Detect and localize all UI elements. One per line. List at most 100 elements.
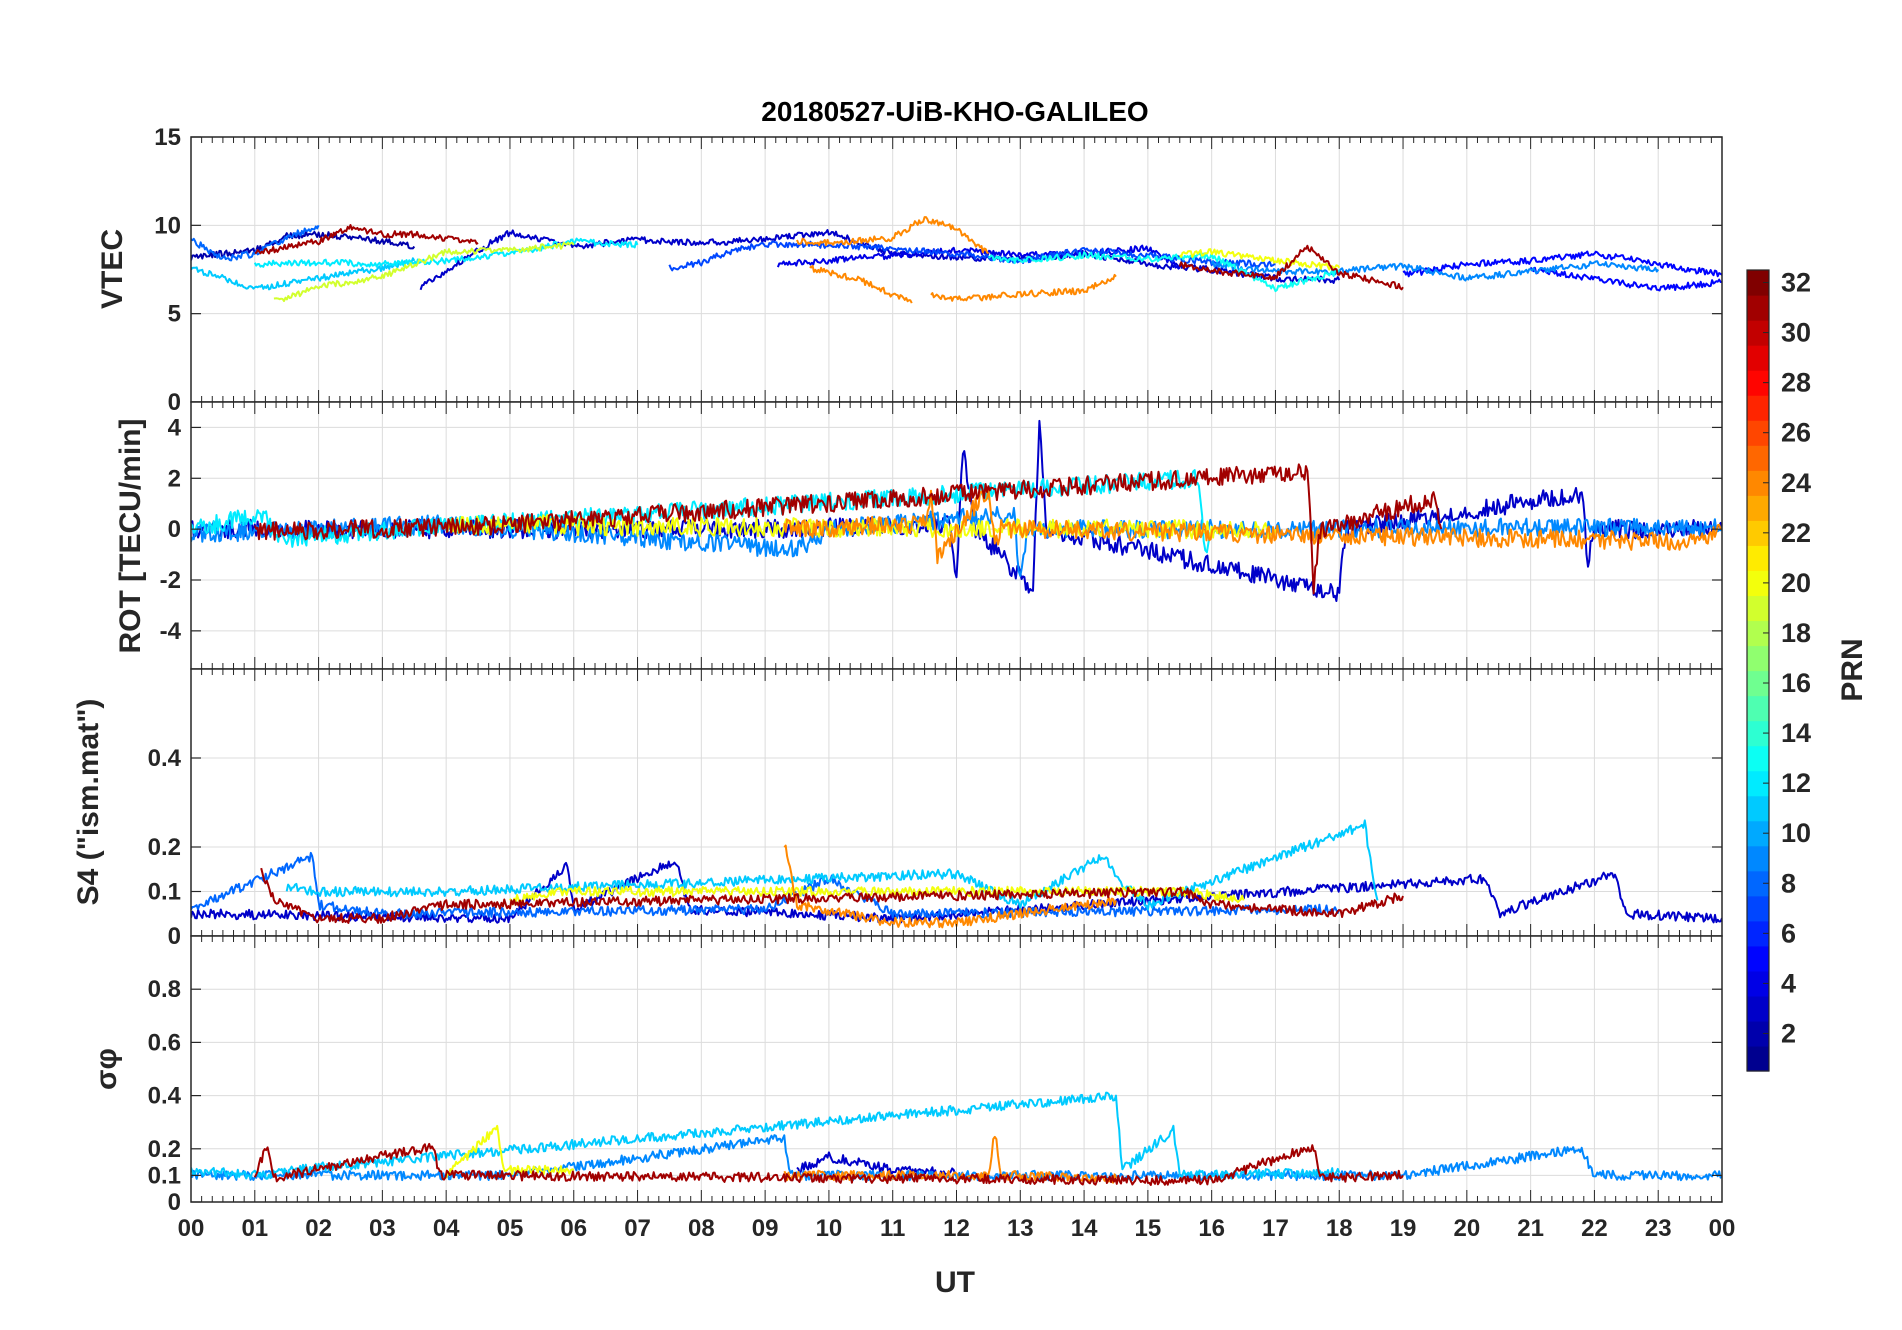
colorbar-segment	[1747, 545, 1769, 571]
x-tick-label: 12	[943, 1215, 970, 1242]
rot-series-prn-31	[253, 463, 1443, 595]
s4-y-tick-label: 0.1	[148, 879, 181, 906]
colorbar-segment	[1747, 820, 1769, 847]
panel-rot: -4 -2 0 2 4 ROT [TECU/min]	[114, 401, 1723, 670]
colorbar-segment	[1747, 920, 1769, 947]
x-tick-label: 09	[752, 1215, 779, 1242]
colorbar-segment	[1747, 770, 1769, 797]
sigma_phi-y-tick-label: 0.2	[148, 1136, 181, 1163]
colorbar-segment	[1747, 1045, 1769, 1072]
colorbar-segment	[1747, 945, 1769, 972]
vtec-y-tick-label: 15	[154, 124, 181, 151]
x-axis-label: UT	[935, 1266, 975, 1299]
colorbar-tick-label: 28	[1781, 368, 1811, 398]
sigma_phi-series-prn-31	[253, 1142, 1404, 1186]
vtec-y-tick-label: 5	[168, 301, 181, 328]
x-tick-label: 03	[369, 1215, 396, 1242]
x-tick-label: 08	[688, 1215, 715, 1242]
colorbar-segment	[1747, 595, 1769, 622]
x-tick-label: 14	[1071, 1215, 1098, 1242]
vtec-series-prn-9	[1210, 260, 1660, 282]
sigma_phi-y-tick-label: 0.6	[148, 1029, 181, 1056]
vtec-series-prn-5	[1529, 266, 1722, 292]
rot-y-tick-label: -2	[160, 567, 181, 594]
vtec-series-prn-24	[930, 273, 1117, 302]
colorbar-segment	[1747, 895, 1769, 922]
sigma_phi-y-tick-label: 0.4	[148, 1083, 182, 1110]
colorbar-tick-label: 22	[1781, 518, 1811, 548]
x-tick-label: 15	[1135, 1215, 1162, 1242]
vtec-series-prn-11	[191, 257, 416, 291]
colorbar-tick-label: 10	[1781, 818, 1811, 848]
vtec-series-prn-31	[254, 224, 479, 255]
colorbar-segment	[1747, 970, 1769, 997]
rot-series-group	[191, 419, 1722, 602]
x-tick-label: 00	[1709, 1215, 1736, 1242]
x-tick-label: 23	[1645, 1215, 1672, 1242]
x-tick-label: 16	[1198, 1215, 1225, 1242]
colorbar-segment	[1747, 420, 1769, 446]
sigma_phi-y-axis-label: σφ	[90, 1048, 123, 1090]
panel-vtec: 0 5 10 15 VTEC	[96, 124, 1723, 416]
colorbar-tick-label: 18	[1781, 618, 1811, 648]
colorbar-tick-label: 4	[1781, 968, 1796, 998]
colorbar-frame	[1746, 269, 1770, 1072]
colorbar-segment	[1747, 720, 1769, 747]
vtec-series-prn-24	[809, 264, 913, 304]
x-tick-label: 06	[560, 1215, 587, 1242]
sigma_phi-y-tick-label: 0.1	[148, 1162, 181, 1189]
x-tick-label: 21	[1517, 1215, 1544, 1242]
colorbar-tick-label: 14	[1781, 718, 1811, 748]
x-tick-label: 01	[241, 1215, 268, 1242]
s4-series-prn-24	[783, 844, 1117, 929]
s4-series-prn-11	[285, 819, 1379, 911]
rot-y-tick-label: -4	[160, 618, 182, 645]
x-tick-label: 07	[624, 1215, 651, 1242]
colorbar-tick-label: 20	[1781, 568, 1811, 598]
colorbar-segment	[1747, 870, 1769, 897]
colorbar-tick-label: 32	[1781, 268, 1811, 298]
x-tick-label: 22	[1581, 1215, 1608, 1242]
colorbar-tick-label: 16	[1781, 668, 1811, 698]
colorbar-segment	[1747, 570, 1769, 597]
colorbar-tick-label: 12	[1781, 768, 1811, 798]
x-tick-label: 20	[1453, 1215, 1480, 1242]
x-tick-label: 17	[1262, 1215, 1289, 1242]
colorbar-segment	[1747, 645, 1769, 672]
x-tick-label: 04	[433, 1215, 460, 1242]
s4-y-tick-label: 0.4	[148, 745, 182, 772]
colorbar-segment	[1747, 370, 1769, 396]
colorbar-segment	[1747, 395, 1769, 421]
rot-y-tick-label: 4	[168, 414, 182, 441]
panel-sigma_phi: 00.10.2 0.4 0.6 0.8 σφ	[90, 935, 1723, 1216]
vtec-series-prn-20	[1178, 248, 1341, 271]
colorbar-segment	[1747, 845, 1769, 872]
colorbar-segment	[1747, 320, 1769, 346]
sigma_phi-y-tick-label: 0.8	[148, 976, 181, 1003]
x-tick-label: 05	[497, 1215, 524, 1242]
x-tick-label: 02	[305, 1215, 332, 1242]
sigma_phi-series-prn-24	[783, 1135, 1117, 1184]
rot-series-prn-3	[191, 419, 1722, 602]
colorbar-segment	[1747, 295, 1769, 321]
rot-y-tick-label: 2	[168, 465, 181, 492]
vtec-series-prn-19	[273, 241, 575, 303]
sigma_phi-series-prn-11	[191, 1091, 1341, 1181]
colorbar-segment	[1747, 995, 1769, 1022]
colorbar-segment	[1747, 495, 1769, 521]
sigma_phi-series-prn-20	[445, 1124, 575, 1179]
sigma_phi-series-group	[191, 1091, 1722, 1186]
rot-y-axis-label: ROT [TECU/min]	[114, 419, 147, 654]
colorbar-segment	[1747, 470, 1769, 496]
vtec-series-prn-4	[776, 244, 1181, 270]
colorbar-segment	[1747, 695, 1769, 722]
colorbar-segment	[1747, 445, 1769, 471]
rot-series-prn-24	[783, 488, 1722, 565]
x-tick-label: 00	[178, 1215, 205, 1242]
colorbar-segment	[1747, 345, 1769, 371]
vtec-series-prn-5	[1402, 250, 1722, 278]
colorbar-segment	[1747, 795, 1769, 822]
vtec-y-axis-label: VTEC	[96, 229, 129, 309]
